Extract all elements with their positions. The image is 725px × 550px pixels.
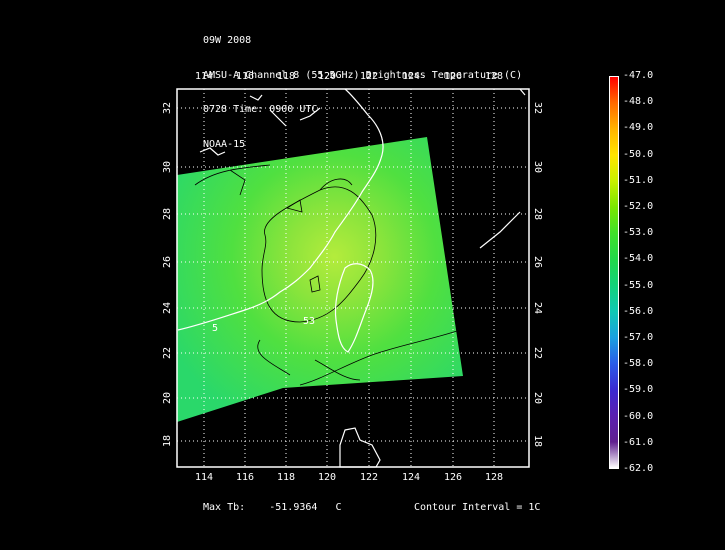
luzon — [339, 427, 381, 468]
lat-tick-label: 28 — [532, 208, 543, 220]
contour-small-1 — [285, 199, 303, 213]
max-tb-value: -51.9364 — [269, 502, 318, 513]
lat-tick-label: 24 — [532, 302, 543, 314]
lat-tick-label: 22 — [532, 347, 543, 359]
lat-tick-label: 26 — [532, 256, 543, 268]
taiwan — [334, 263, 374, 353]
contour-53 — [261, 186, 377, 323]
lat-labels-left: 18 20 22 24 26 28 30 32 — [162, 102, 173, 447]
colorbar-tick-label: -61.0 — [623, 436, 654, 448]
lon-tick-label: 120 — [318, 71, 336, 82]
lon-tick-label: 124 — [402, 71, 420, 82]
lat-tick-label: 28 — [162, 208, 173, 220]
product-title: AMSU-A Channel 8 (55.5GHz) Brightness Te… — [203, 69, 523, 81]
lat-tick-label: 20 — [532, 392, 543, 404]
brightness-swath — [177, 137, 463, 422]
lon-tick-label: 128 — [485, 71, 503, 82]
contour-label-a: 53 — [303, 316, 315, 327]
colorbar-tick-label: -47.0 — [623, 70, 654, 81]
lon-tick-label: 116 — [236, 71, 254, 82]
lon-tick-label: 126 — [444, 71, 462, 82]
max-tb-label: Max Tb: — [203, 502, 246, 513]
lon-tick-label: 116 — [236, 472, 254, 483]
colorbar-tick-label: -57.0 — [623, 332, 654, 343]
lat-tick-label: 18 — [162, 435, 173, 447]
colorbar-tick-label: -59.0 — [623, 384, 654, 396]
lat-tick-label: 20 — [162, 392, 173, 404]
lon-tick-label: 128 — [485, 472, 503, 483]
header: 09W 2008 AMSU-A Channel 8 (55.5GHz) Brig… — [203, 12, 522, 162]
lat-tick-label: 32 — [532, 102, 543, 114]
coastline — [177, 88, 526, 468]
lat-tick-label: 18 — [532, 435, 543, 447]
lat-lon-grid — [177, 89, 529, 467]
contour-54 — [194, 164, 461, 386]
colorbar-tick-label: -56.0 — [623, 305, 654, 317]
max-tb-unit: C — [335, 502, 342, 513]
lat-tick-label: 32 — [162, 102, 173, 114]
japan-islands — [479, 211, 521, 249]
colorbar-tick-label: -58.0 — [623, 358, 654, 370]
colorbar-tick-label: -50.0 — [623, 148, 654, 160]
china-coast — [177, 88, 384, 331]
lon-tick-label: 124 — [402, 472, 420, 483]
map-frame — [176, 88, 530, 468]
lon-tick-label: 114 — [195, 472, 213, 483]
lon-tick-label: 118 — [277, 472, 295, 483]
lon-tick-label: 126 — [444, 472, 462, 483]
lon-labels-bottom: 114 116 118 120 122 124 126 128 — [195, 472, 503, 483]
colorbar-tick-label: -49.0 — [623, 122, 654, 134]
colorbar-tick-label: -54.0 — [623, 253, 654, 265]
lon-tick-label: 122 — [360, 71, 378, 82]
storm-id: 09W 2008 — [203, 35, 252, 46]
colorbar-tick-label: -51.0 — [623, 174, 654, 186]
contour-interval: Contour Interval = 1C — [414, 502, 541, 513]
lat-tick-label: 30 — [162, 161, 173, 173]
colorbar-tick-label: -55.0 — [623, 279, 654, 291]
lat-tick-label: 30 — [532, 161, 543, 173]
contour-lines — [194, 164, 461, 386]
lat-tick-label: 24 — [162, 302, 173, 314]
colorbar-tick-label: -48.0 — [623, 96, 654, 108]
lon-tick-label: 122 — [360, 472, 378, 483]
contour-label-b: 5 — [212, 323, 218, 334]
colorbar-tick-label: -60.0 — [623, 410, 654, 422]
colorbar — [609, 76, 619, 469]
colorbar-tick-label: -53.0 — [623, 227, 654, 239]
satellite-name: NOAA-15 — [203, 138, 246, 150]
lon-tick-label: 114 — [195, 71, 213, 82]
colorbar-tick-label: -62.0 — [623, 463, 654, 474]
lon-labels-top: 114 116 118 120 122 124 126 128 — [195, 71, 503, 82]
lat-tick-label: 26 — [162, 256, 173, 268]
lon-tick-label: 118 — [277, 71, 295, 82]
date-time: 0728 Time: 0900 UTC — [203, 104, 318, 115]
contour-small-2 — [309, 275, 321, 293]
colorbar-tick-label: -52.0 — [623, 201, 654, 212]
max-tb-readout: Max Tb: -51.9364 C — [203, 502, 342, 513]
lat-tick-label: 22 — [162, 347, 173, 359]
yellow-sea-coast — [199, 88, 526, 156]
lat-labels-right: 18 20 22 24 26 28 30 32 — [532, 102, 543, 447]
lon-tick-label: 120 — [318, 472, 336, 483]
